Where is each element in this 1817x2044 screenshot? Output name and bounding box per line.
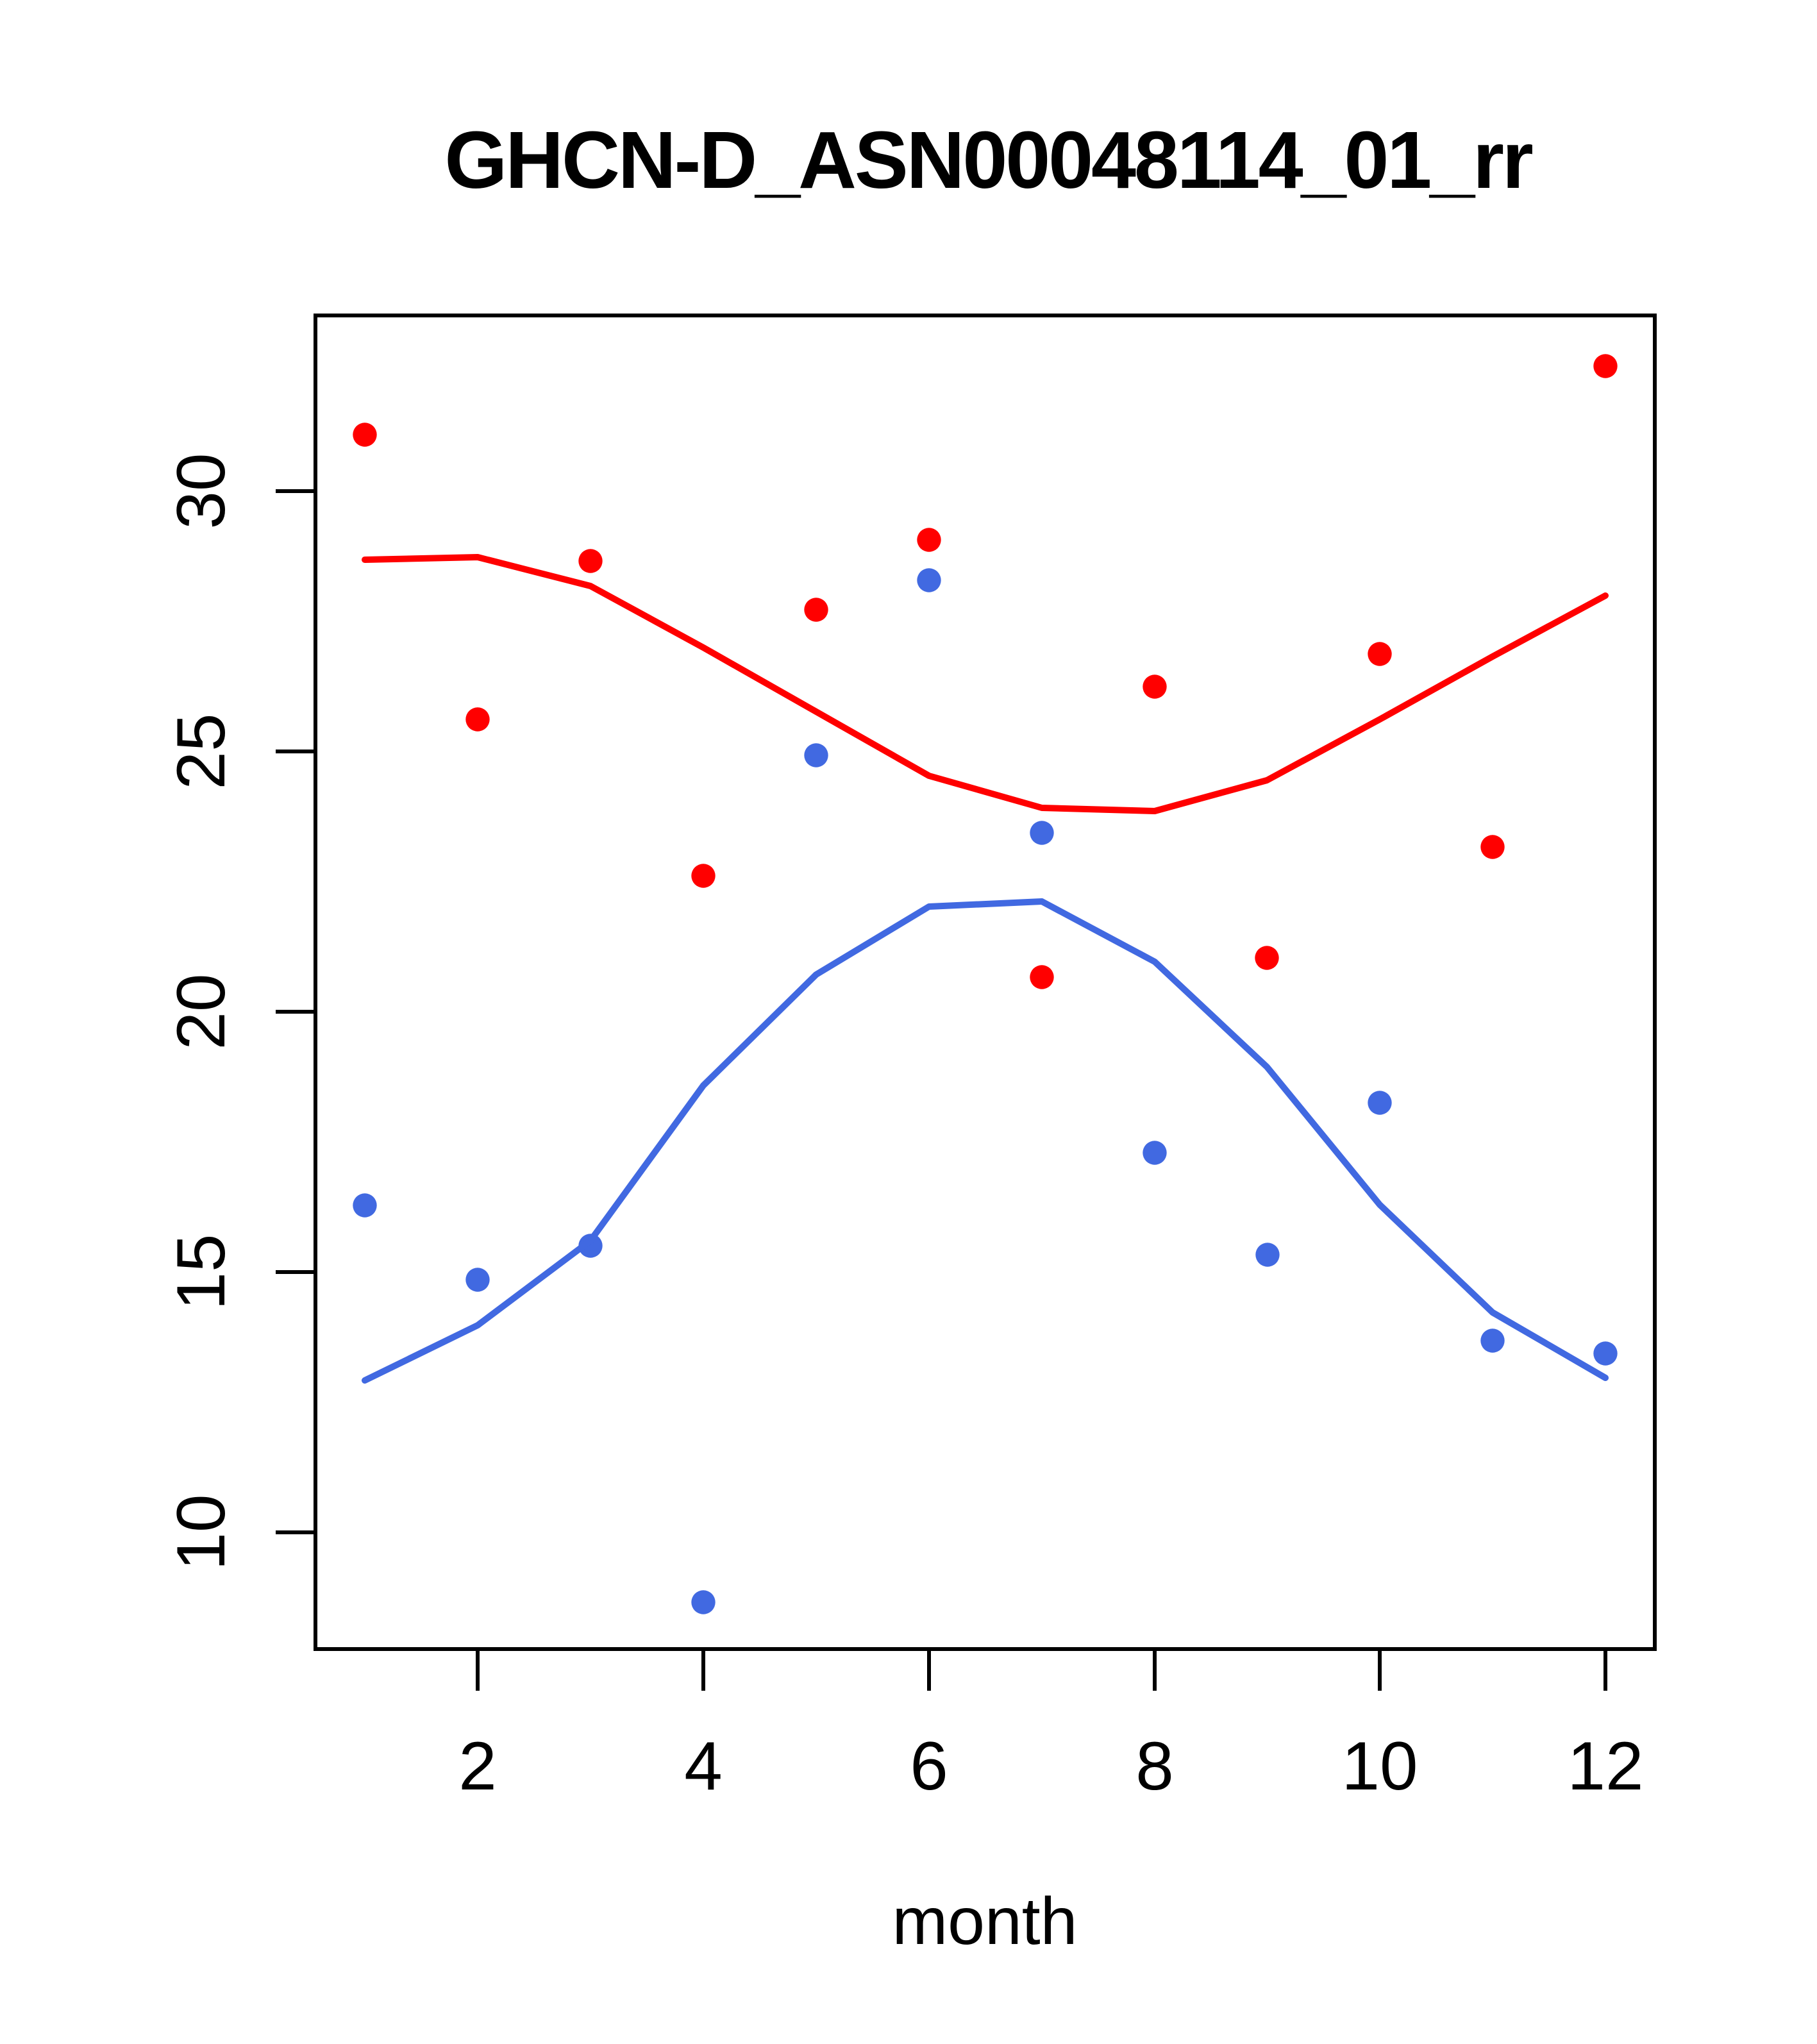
svg-text:8: 8 <box>1135 1727 1174 1804</box>
svg-text:2: 2 <box>458 1727 497 1804</box>
svg-text:10: 10 <box>162 1494 239 1570</box>
svg-text:20: 20 <box>162 973 239 1050</box>
svg-text:month: month <box>892 1884 1077 1959</box>
svg-text:4: 4 <box>684 1727 723 1804</box>
svg-text:10: 10 <box>1341 1727 1418 1804</box>
svg-text:GHCN-D_ASN00048114_01_rr: GHCN-D_ASN00048114_01_rr <box>444 115 1532 205</box>
svg-text:30: 30 <box>162 453 239 529</box>
svg-text:12: 12 <box>1567 1727 1643 1804</box>
svg-text:25: 25 <box>162 713 239 789</box>
svg-text:6: 6 <box>910 1727 948 1804</box>
svg-text:15: 15 <box>162 1234 239 1310</box>
